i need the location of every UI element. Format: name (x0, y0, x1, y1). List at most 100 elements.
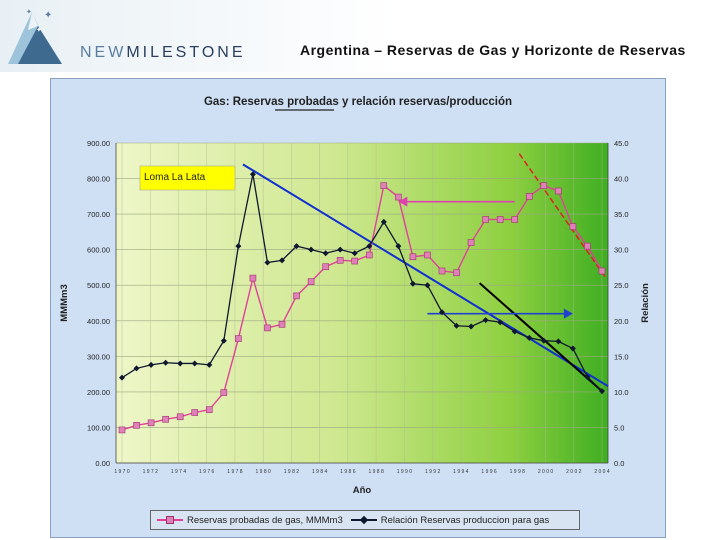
chart-title: Gas: Reservas probadas y relación reserv… (204, 96, 512, 108)
point-relacion (177, 360, 184, 367)
y-tick-label: 800.00 (87, 175, 110, 184)
x-tick-label: 2 0 0 0 (538, 469, 554, 475)
point-reservas (205, 406, 213, 413)
point-reservas (540, 182, 548, 189)
point-reservas (525, 193, 533, 200)
y-tick-label: 200.00 (87, 388, 110, 397)
x-tick-label: 1 9 9 2 (425, 469, 441, 475)
y-tick-label: 700.00 (87, 210, 110, 219)
point-reservas (191, 409, 199, 416)
point-reservas (133, 422, 140, 429)
point-reservas (395, 193, 402, 201)
point-reservas (293, 292, 300, 300)
point-reservas (336, 257, 344, 264)
point-relacion (206, 361, 213, 368)
y-tick-label: 100.00 (87, 423, 110, 432)
point-relacion (220, 337, 227, 344)
legend-label-relacion: Relación Reservas produccion para gas (380, 514, 550, 526)
arrow-blue-head (563, 308, 573, 319)
point-relacion (424, 282, 431, 289)
x-tick-label: 1 9 8 8 (368, 469, 384, 475)
point-relacion (468, 323, 475, 330)
point-reservas (162, 415, 169, 423)
slide-header: ✦ ✦ ✦ NEWMILESTONE Argentina – Reservas … (0, 0, 720, 72)
logo-wordmark: NEWMILESTONE (80, 44, 246, 61)
y2-tick-label: 15.0 (614, 352, 629, 361)
y2-tick-label: 10.0 (614, 388, 629, 397)
point-relacion (439, 309, 445, 316)
point-relacion (148, 361, 155, 368)
y-tick-label: 500.00 (87, 281, 110, 290)
point-reservas (365, 251, 373, 259)
point-reservas (569, 223, 577, 230)
point-relacion (162, 359, 169, 366)
point-reservas (307, 278, 315, 285)
x-tick-label: 1 9 8 0 (256, 469, 272, 475)
point-reservas (467, 239, 475, 246)
point-relacion (191, 360, 198, 367)
point-relacion (584, 373, 591, 380)
point-reservas (424, 251, 431, 259)
y2-tick-label: 20.0 (614, 317, 629, 326)
y-axis-label: MMMm3 (59, 284, 70, 321)
x-tick-label: 1 9 9 8 (510, 469, 526, 475)
x-tick-label: 1 9 9 4 (453, 469, 469, 475)
point-relacion (249, 171, 256, 178)
y-tick-label: 400.00 (87, 317, 110, 326)
point-relacion (453, 322, 460, 329)
point-relacion (119, 374, 125, 381)
trend-line-red-dashed (518, 153, 607, 279)
loma-la-lata-callout: Loma La Lata (144, 172, 206, 183)
point-relacion (395, 243, 402, 250)
point-relacion (526, 334, 533, 341)
point-reservas (278, 321, 286, 328)
point-reservas (496, 216, 504, 223)
point-reservas (264, 324, 271, 332)
x-tick-label: 1 9 7 8 (227, 469, 243, 475)
series-line-relacion (121, 174, 603, 392)
x-tick-label: 1 9 7 2 (143, 469, 159, 475)
y2-tick-label: 5.0 (614, 423, 624, 432)
point-relacion (235, 243, 242, 250)
point-relacion (322, 250, 329, 257)
point-reservas (147, 419, 155, 427)
point-reservas (176, 413, 184, 421)
chart-svg: 0.00 100.00 200.00 300.00 400.00 500.00 600.00… (51, 79, 665, 537)
y2-tick-label: 25.0 (614, 281, 629, 290)
point-reservas (511, 216, 519, 223)
point-reservas (555, 187, 562, 195)
x-tick-label: 2 0 0 2 (566, 469, 582, 475)
svg-text:✦: ✦ (26, 8, 32, 16)
x-tick-label: 1 9 7 6 (199, 469, 215, 475)
point-relacion (264, 259, 271, 266)
point-reservas (351, 257, 359, 265)
x-axis-label: Año (353, 485, 372, 496)
plot-area (116, 143, 608, 463)
y-tick-label: 300.00 (87, 352, 110, 361)
point-relacion (293, 243, 300, 250)
arrow-pink-head (398, 196, 408, 207)
y2-tick-label: 35.0 (614, 210, 629, 219)
x-tick-label: 1 9 8 6 (340, 469, 356, 475)
y2-axis-label: Relación (640, 283, 651, 323)
point-reservas (322, 263, 329, 271)
point-relacion (351, 250, 358, 257)
x-tick-label: 1 9 9 0 (397, 469, 413, 475)
svg-text:✦: ✦ (44, 10, 52, 21)
point-relacion (380, 218, 387, 225)
point-relacion (366, 243, 373, 250)
point-reservas (409, 253, 417, 261)
point-relacion (511, 328, 518, 335)
x-tick-label: 1 9 8 2 (284, 469, 300, 475)
point-reservas (598, 267, 606, 275)
point-relacion (133, 365, 140, 372)
y-tick-label: 0.00 (95, 459, 110, 468)
point-reservas (438, 267, 446, 275)
y2-tick-label: 45.0 (614, 139, 629, 148)
point-relacion (599, 388, 605, 395)
axes (115, 143, 609, 464)
y-tick-label: 600.00 (87, 246, 110, 255)
trend-line-black (478, 282, 603, 392)
x-tick-label: 1 9 7 4 (171, 469, 187, 475)
point-reservas (584, 242, 591, 250)
